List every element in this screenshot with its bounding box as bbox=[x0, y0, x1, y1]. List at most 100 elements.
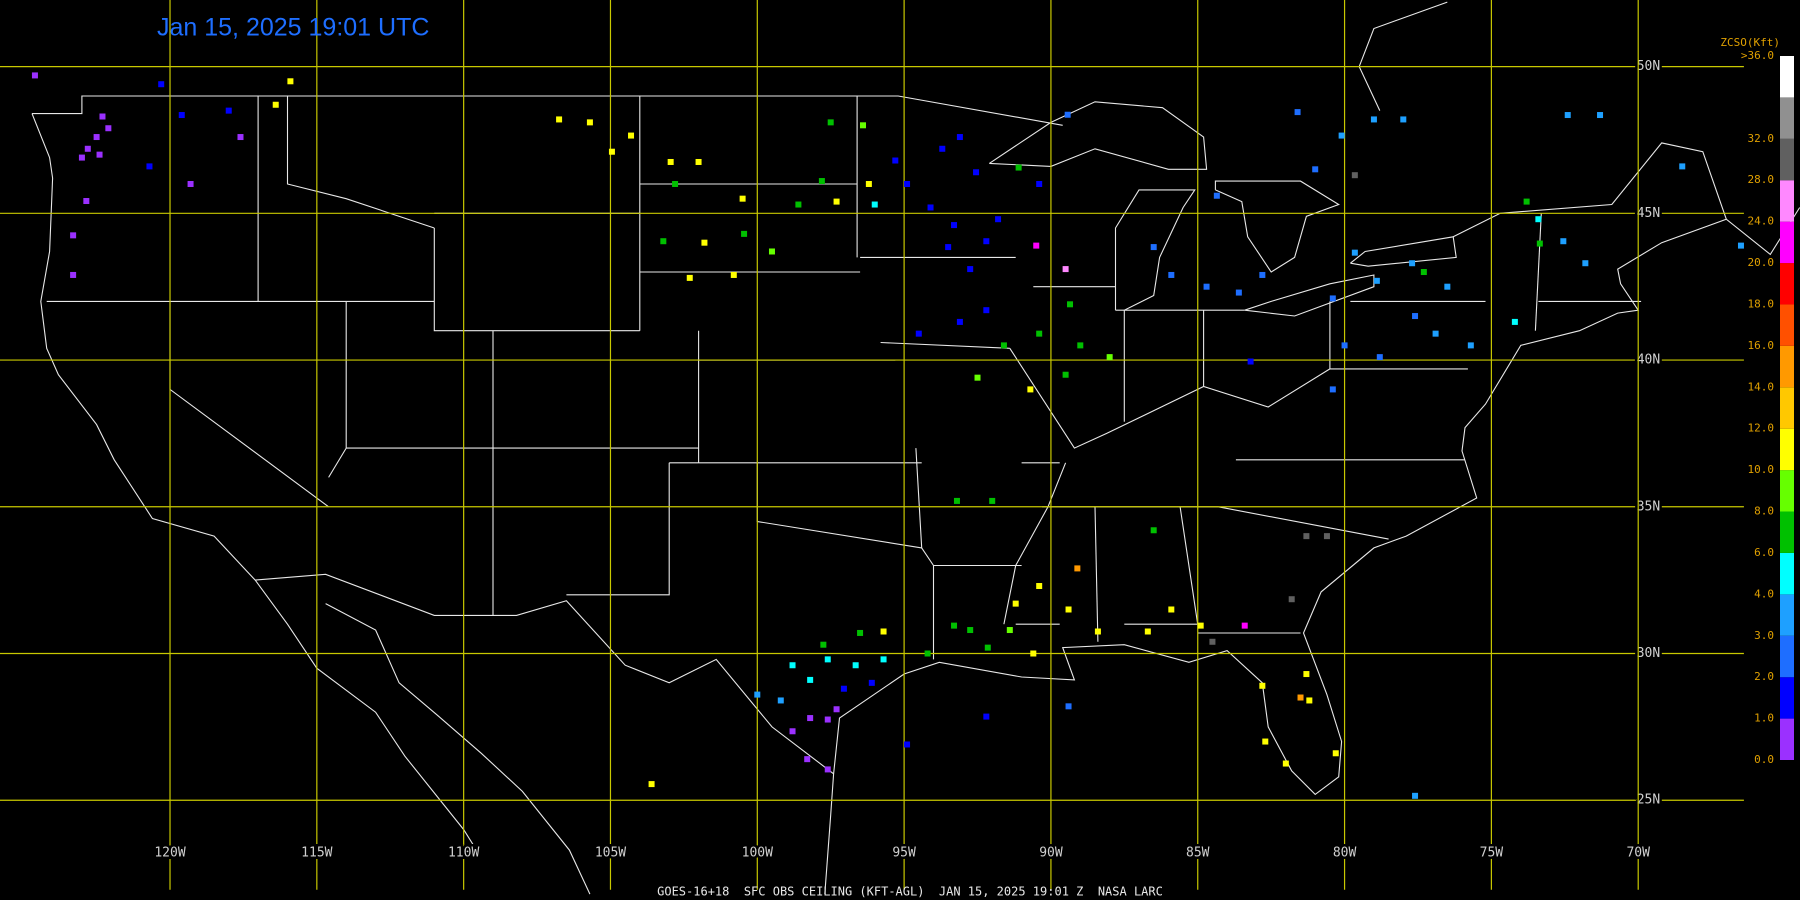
station bbox=[892, 157, 899, 164]
station bbox=[995, 216, 1002, 223]
station bbox=[1511, 318, 1518, 325]
station bbox=[608, 148, 615, 155]
station bbox=[1400, 116, 1407, 123]
station bbox=[660, 238, 667, 245]
station bbox=[789, 662, 796, 669]
station bbox=[1036, 180, 1043, 187]
station bbox=[1036, 330, 1043, 337]
footer: GOES-16+18 SFC OBS CEILING (KFT-AGL) JAN… bbox=[657, 885, 1163, 899]
station bbox=[795, 201, 802, 208]
legend-swatch bbox=[1780, 221, 1794, 264]
station bbox=[1027, 386, 1034, 393]
legend-label: >36.0 bbox=[1741, 49, 1774, 62]
station bbox=[1262, 738, 1269, 745]
station bbox=[1376, 354, 1383, 361]
legend-label: 24.0 bbox=[1748, 215, 1775, 228]
legend-swatch bbox=[1780, 97, 1794, 139]
outline bbox=[915, 448, 935, 660]
station bbox=[1329, 386, 1336, 393]
station bbox=[695, 158, 702, 165]
lon-label: 100W bbox=[742, 846, 773, 861]
station bbox=[1235, 289, 1242, 296]
station bbox=[158, 81, 165, 88]
station bbox=[984, 644, 991, 651]
station bbox=[807, 676, 814, 683]
station bbox=[1597, 112, 1604, 119]
legend-label: 4.0 bbox=[1754, 587, 1774, 600]
station bbox=[701, 239, 708, 246]
legend: ZCSO(Kft) 0.0 1.0 2.0 3.0 4.0 6.0 8.0 10.0 12.0 14… bbox=[1720, 36, 1794, 766]
station bbox=[1065, 703, 1072, 710]
station bbox=[857, 629, 864, 636]
outline bbox=[1244, 274, 1375, 317]
station bbox=[1036, 583, 1043, 590]
station bbox=[1351, 249, 1358, 256]
station bbox=[833, 198, 840, 205]
station bbox=[1338, 132, 1345, 139]
station bbox=[967, 627, 974, 634]
legend-swatch bbox=[1780, 263, 1794, 305]
station bbox=[915, 330, 922, 337]
legend-swatch bbox=[1780, 138, 1794, 181]
station bbox=[983, 307, 990, 314]
station bbox=[1303, 533, 1310, 540]
station bbox=[868, 679, 875, 686]
station bbox=[84, 145, 91, 152]
legend-label: 6.0 bbox=[1754, 546, 1774, 559]
station bbox=[951, 222, 958, 229]
station bbox=[924, 650, 931, 657]
station bbox=[1150, 244, 1157, 251]
lat-label: 30N bbox=[1637, 646, 1660, 661]
station bbox=[807, 715, 814, 722]
legend-label: 1.0 bbox=[1754, 712, 1774, 725]
outline bbox=[1218, 506, 1389, 540]
station bbox=[777, 697, 784, 704]
station bbox=[96, 151, 103, 158]
legend-swatch bbox=[1780, 387, 1794, 429]
station bbox=[1412, 792, 1419, 799]
station bbox=[1303, 671, 1310, 678]
lon-label: 75W bbox=[1480, 846, 1504, 861]
station bbox=[1306, 697, 1313, 704]
station bbox=[1564, 112, 1571, 119]
station bbox=[945, 244, 952, 251]
legend-label: 16.0 bbox=[1748, 339, 1775, 352]
station bbox=[1420, 269, 1427, 276]
station bbox=[1203, 283, 1210, 290]
station bbox=[1341, 342, 1348, 349]
outline bbox=[824, 207, 1800, 895]
station bbox=[686, 274, 693, 281]
legend-swatch bbox=[1780, 428, 1794, 471]
station bbox=[1064, 111, 1071, 118]
station bbox=[667, 158, 674, 165]
station bbox=[586, 119, 593, 126]
station bbox=[1412, 313, 1419, 320]
legend-label: 32.0 bbox=[1748, 132, 1775, 145]
lon-label: 70W bbox=[1626, 846, 1650, 861]
lat-label: 40N bbox=[1637, 353, 1660, 368]
legend-swatch bbox=[1780, 470, 1794, 512]
station bbox=[105, 125, 112, 132]
station bbox=[973, 169, 980, 176]
station bbox=[1582, 260, 1589, 267]
stations bbox=[31, 72, 1744, 799]
lon-label: 110W bbox=[448, 846, 479, 861]
station bbox=[1432, 330, 1439, 337]
station bbox=[983, 238, 990, 245]
map-title: Jan 15, 2025 19:01 UTC bbox=[157, 14, 429, 42]
station bbox=[833, 706, 840, 713]
lat-label: 50N bbox=[1637, 59, 1660, 74]
legend-label: 8.0 bbox=[1754, 505, 1774, 518]
station bbox=[730, 271, 737, 278]
station bbox=[146, 163, 153, 170]
station bbox=[956, 318, 963, 325]
station bbox=[1312, 166, 1319, 173]
outline bbox=[1358, 1, 1448, 111]
station bbox=[1197, 622, 1204, 629]
station bbox=[1297, 694, 1304, 701]
station bbox=[1259, 682, 1266, 689]
station bbox=[1062, 371, 1069, 378]
station bbox=[1409, 260, 1416, 267]
